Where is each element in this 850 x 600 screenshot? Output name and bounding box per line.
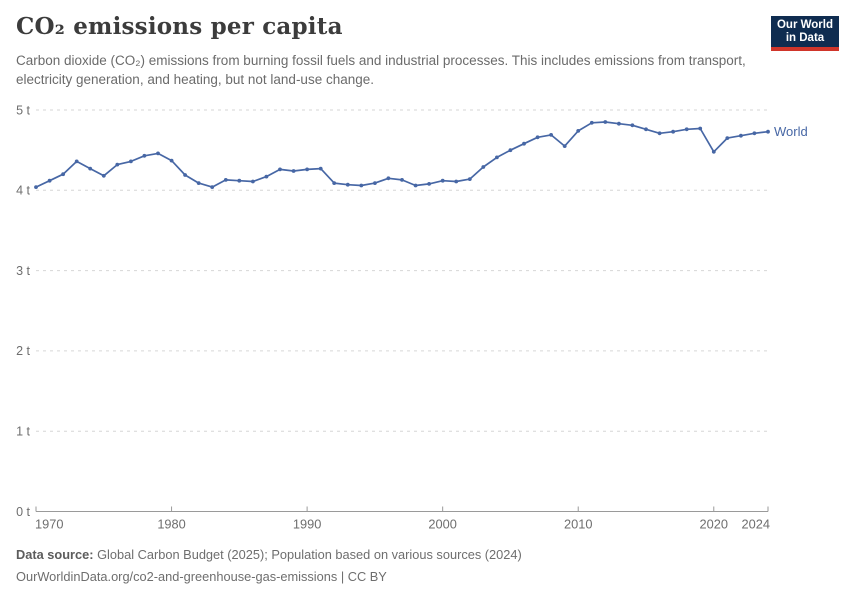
data-point-2019[interactable] xyxy=(698,126,703,131)
data-point-1989[interactable] xyxy=(291,169,296,173)
data-point-2005[interactable] xyxy=(508,148,513,153)
data-point-1976[interactable] xyxy=(115,162,120,167)
chart-footer: Data source: Global Carbon Budget (2025)… xyxy=(16,544,522,588)
y-tick-label-2t: 2 t xyxy=(16,344,30,358)
y-tick-label-4t: 4 t xyxy=(16,184,30,198)
owid-logo-line1: Our World xyxy=(776,19,833,31)
data-point-2006[interactable] xyxy=(522,141,526,146)
data-point-1972[interactable] xyxy=(61,172,65,177)
data-point-1978[interactable] xyxy=(142,153,147,158)
x-tick-label-2000: 2000 xyxy=(428,517,456,532)
x-tick-label-2024: 2024 xyxy=(742,517,770,532)
data-point-2010[interactable] xyxy=(576,129,581,133)
data-point-2008[interactable] xyxy=(549,133,553,137)
owid-logo-line2: in Data xyxy=(785,32,825,44)
data-point-1988[interactable] xyxy=(278,167,282,172)
data-point-2012[interactable] xyxy=(603,120,608,124)
data-point-1970[interactable] xyxy=(34,185,38,189)
data-point-2022[interactable] xyxy=(739,133,743,138)
chart-title: CO₂ emissions per capita xyxy=(16,13,343,40)
data-point-2013[interactable] xyxy=(617,121,621,126)
data-point-1993[interactable] xyxy=(345,182,350,187)
data-point-1995[interactable] xyxy=(373,181,377,185)
data-point-1994[interactable] xyxy=(359,183,364,188)
data-source-label: Data source: xyxy=(16,547,94,562)
chart-subtitle: Carbon dioxide (CO₂) emissions from burn… xyxy=(16,53,746,87)
data-point-1981[interactable] xyxy=(183,173,188,177)
x-tick-label-1970: 1970 xyxy=(35,517,63,532)
data-point-2004[interactable] xyxy=(495,155,499,160)
data-point-1975[interactable] xyxy=(101,173,106,178)
data-source-text: Global Carbon Budget (2025); Population … xyxy=(97,547,522,562)
y-tick-label-5t: 5 t xyxy=(16,103,30,117)
data-point-2018[interactable] xyxy=(684,127,689,132)
data-point-2020[interactable] xyxy=(711,149,716,154)
data-point-2000[interactable] xyxy=(440,178,445,183)
data-point-2003[interactable] xyxy=(481,165,486,169)
data-point-1990[interactable] xyxy=(305,167,309,172)
data-point-2024[interactable] xyxy=(766,129,770,134)
data-source-line: Data source: Global Carbon Budget (2025)… xyxy=(16,547,522,562)
line-chart[interactable]: 0 t 1 t 2 t 3 t 4 t 5 t 1970 1980 1990 2000 2010 20… xyxy=(0,100,850,545)
data-point-1980[interactable] xyxy=(169,158,174,163)
data-point-1996[interactable] xyxy=(386,176,391,181)
footer-citation: OurWorldinData.org/co2-and-greenhouse-ga… xyxy=(16,569,387,584)
data-point-1983[interactable] xyxy=(210,185,215,189)
data-point-2017[interactable] xyxy=(671,129,675,134)
data-point-2016[interactable] xyxy=(657,131,662,136)
x-tick-label-2010: 2010 xyxy=(564,517,592,532)
owid-logo[interactable]: Our World in Data xyxy=(771,16,839,51)
y-tick-label-3t: 3 t xyxy=(16,264,30,278)
data-point-1987[interactable] xyxy=(264,174,269,179)
x-tick-label-1980: 1980 xyxy=(157,517,185,532)
data-point-2021[interactable] xyxy=(725,136,730,140)
data-point-2002[interactable] xyxy=(467,177,472,181)
data-point-1973[interactable] xyxy=(74,159,79,164)
data-point-1982[interactable] xyxy=(196,181,201,185)
data-point-1991[interactable] xyxy=(318,166,323,171)
x-tick-label-2020: 2020 xyxy=(700,517,728,532)
data-point-1998[interactable] xyxy=(413,183,418,188)
data-point-1997[interactable] xyxy=(400,178,404,182)
series-label-world[interactable]: World xyxy=(774,124,808,139)
data-point-1984[interactable] xyxy=(223,178,228,182)
data-point-1971[interactable] xyxy=(47,178,52,183)
data-point-1979[interactable] xyxy=(156,151,160,156)
data-point-1977[interactable] xyxy=(129,159,133,164)
x-tick-label-1990: 1990 xyxy=(293,517,321,532)
data-point-2014[interactable] xyxy=(630,123,635,128)
data-point-1992[interactable] xyxy=(332,181,337,185)
data-point-1985[interactable] xyxy=(237,178,242,183)
data-point-2001[interactable] xyxy=(454,179,459,184)
data-point-2011[interactable] xyxy=(589,120,594,125)
data-point-1999[interactable] xyxy=(427,182,431,186)
data-point-1986[interactable] xyxy=(251,179,255,184)
data-point-1974[interactable] xyxy=(88,166,93,171)
data-point-2009[interactable] xyxy=(562,144,567,148)
data-point-2023[interactable] xyxy=(752,131,757,136)
y-tick-label-1t: 1 t xyxy=(16,425,30,439)
data-point-2007[interactable] xyxy=(535,135,540,140)
y-tick-label-0t: 0 t xyxy=(16,505,30,519)
data-point-2015[interactable] xyxy=(644,127,648,132)
